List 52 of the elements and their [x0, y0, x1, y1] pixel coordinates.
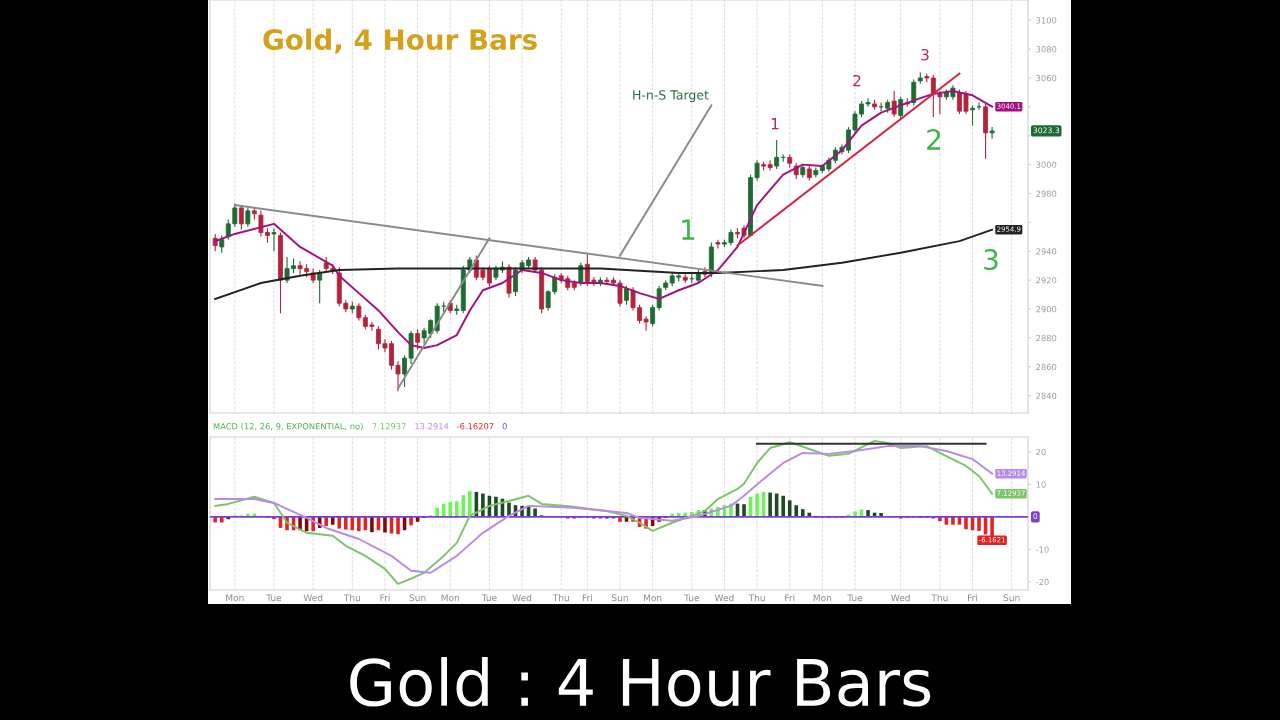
x-tick-label: Mon	[813, 594, 832, 602]
y-tick-label: 2940	[1036, 248, 1057, 255]
annotation: 2	[927, 129, 941, 150]
y-tick-label: 3080	[1036, 46, 1057, 53]
y-tick-label: 2900	[1036, 306, 1057, 313]
y-tick-label: 3000	[1036, 161, 1057, 168]
x-tick-label: Fri	[582, 594, 592, 602]
x-tick-label: Thu	[343, 594, 360, 602]
x-tick-label: Mon	[441, 594, 459, 602]
text: Gold : 4 Hour Bars	[350, 657, 931, 707]
text: 0	[502, 423, 507, 430]
text: 13.2914	[415, 423, 449, 430]
y-tick-label: -20	[1036, 578, 1049, 586]
x-tick-label: Tue	[847, 594, 863, 602]
x-tick-label: Tue	[684, 594, 700, 602]
annotation: 1	[682, 219, 695, 240]
x-tick-label: Sun	[1003, 594, 1020, 602]
x-tick-label: Fri	[785, 594, 795, 602]
annotation: 3	[921, 48, 929, 61]
y-tick-label: 3060	[1036, 74, 1057, 82]
annotation: 3	[984, 249, 998, 271]
x-tick-label: Wed	[891, 594, 910, 602]
x-tick-label: Wed	[714, 594, 734, 602]
y-tick-label: 2860	[1036, 363, 1057, 371]
y-tick-label: 2880	[1036, 334, 1057, 342]
x-tick-label: Thu	[931, 594, 948, 602]
x-tick-label: Tue	[481, 594, 497, 602]
chart-title: MACD (12, 26, 9, EXPONENTIAL, no)	[213, 422, 363, 431]
x-tick-label: Tue	[266, 594, 282, 602]
x-tick-label: Thu	[552, 594, 569, 602]
y-tick-label: 20	[1036, 448, 1046, 456]
annotation: 1	[771, 118, 779, 130]
x-tick-label: Fri	[968, 594, 978, 602]
y-tick-label: 2840	[1036, 392, 1057, 399]
y-tick-label: 2920	[1036, 277, 1057, 284]
x-tick-label: Thu	[748, 594, 765, 602]
annotation: 2	[853, 74, 861, 87]
x-tick-label: Fri	[380, 594, 390, 602]
x-tick-label: Wed	[303, 594, 323, 602]
x-tick-label: Mon	[643, 594, 662, 602]
x-tick-label: Sun	[409, 594, 426, 602]
x-tick-label: Sun	[611, 594, 628, 602]
y-tick-label: 3100	[1036, 17, 1057, 24]
x-tick-label: Wed	[512, 594, 532, 602]
text: -6.16207	[457, 423, 494, 430]
annotation: H-n-S Target	[633, 90, 709, 103]
y-tick-label: -10	[1036, 546, 1049, 553]
x-tick-label: Mon	[226, 594, 244, 602]
y-tick-label: 10	[1036, 481, 1046, 488]
text: Gold, 4 Hour Bars	[263, 28, 537, 54]
text: 7.12937	[372, 423, 406, 430]
y-tick-label: 2980	[1036, 190, 1057, 197]
